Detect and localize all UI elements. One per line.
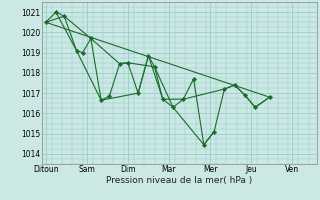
X-axis label: Pression niveau de la mer( hPa ): Pression niveau de la mer( hPa ) [106,176,252,185]
